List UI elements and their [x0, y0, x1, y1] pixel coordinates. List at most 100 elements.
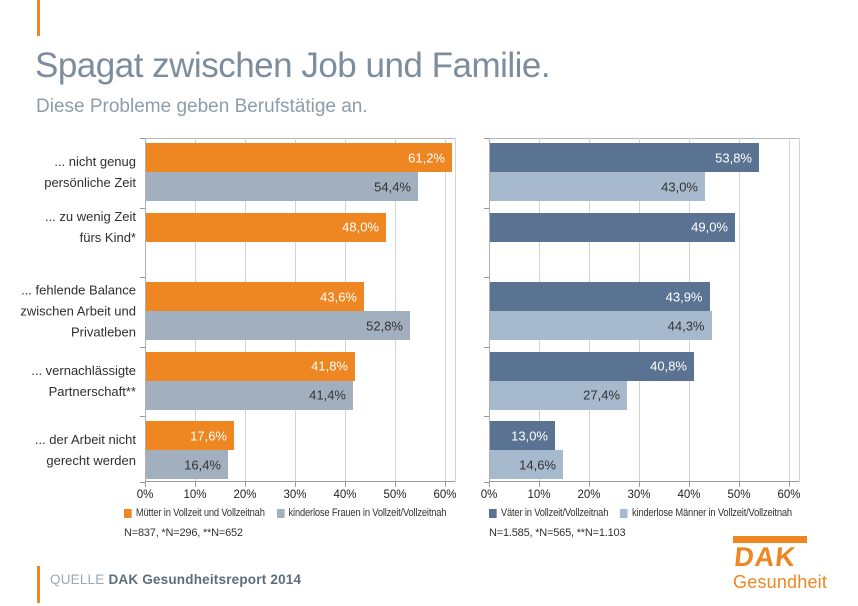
source-text: DAK Gesundheitsreport 2014 — [108, 572, 302, 587]
gridline — [445, 138, 446, 482]
x-axis-tick-label: 10% — [527, 489, 551, 501]
x-axis-tick-mark — [145, 482, 146, 487]
y-axis-tick-mark — [484, 482, 489, 483]
dak-logo-subtext: Gesundheit — [733, 572, 828, 592]
sample-size-note-left: N=837, *N=296, **N=652 — [124, 527, 243, 539]
y-axis-tick-mark — [484, 346, 489, 348]
legend-left: Mütter in Vollzeit und Vollzeitnah kinde… — [124, 507, 447, 519]
x-axis-tick-mark — [539, 482, 540, 487]
bar-series1-cat2: 44,3% — [490, 311, 712, 340]
y-axis-tick-mark — [484, 416, 489, 417]
legend-item-childless-women: kinderlose Frauen in Vollzeit/Vollzeitna… — [276, 507, 447, 519]
x-axis-tick-mark — [195, 482, 196, 487]
bar-value-label: 41,8% — [311, 358, 348, 374]
page-title: Spagat zwischen Job und Familie. — [35, 46, 551, 85]
x-axis-tick-mark — [639, 482, 640, 487]
plot-right-border — [455, 138, 456, 482]
bar-series1-cat0: 54,4% — [146, 172, 418, 201]
x-axis-tick-label: 0% — [136, 489, 154, 501]
x-axis-tick-label: 50% — [727, 489, 751, 501]
y-axis-tick-mark — [140, 138, 145, 139]
source-label: QUELLE — [50, 572, 105, 587]
bar-value-label: 43,0% — [661, 179, 698, 194]
plot-top-border — [489, 138, 799, 139]
dak-logo-bar — [733, 536, 807, 543]
x-axis-tick-label: 40% — [677, 489, 701, 501]
y-axis-tick-mark — [484, 277, 489, 278]
bar-value-label: 17,6% — [190, 428, 227, 443]
bar-value-label: 61,2% — [408, 150, 445, 165]
legend-label-fathers: Väter in Vollzeit/Vollzeitnah — [500, 507, 609, 519]
bar-series1-cat4: 14,6% — [490, 450, 563, 479]
x-axis-tick-label: 60% — [433, 489, 457, 501]
accent-line-top — [37, 0, 40, 36]
legend-label-childless-men: kinderlose Männer in Vollzeit/Vollzeitna… — [632, 507, 792, 519]
y-axis-tick-mark — [140, 416, 145, 417]
x-axis-tick-mark — [245, 482, 246, 487]
legend-label-childless-women: kinderlose Frauen in Vollzeit/Vollzeitna… — [288, 507, 447, 519]
plot-right-border — [799, 138, 800, 482]
bar-value-label: 44,3% — [667, 318, 705, 333]
x-axis-tick-mark — [345, 482, 346, 487]
legend-item-mothers: Mütter in Vollzeit und Vollzeitnah — [124, 507, 265, 519]
bar-series0-cat4: 17,6% — [146, 421, 234, 450]
plot-top-border — [145, 138, 455, 139]
bar-series0-cat4: 13,0% — [490, 421, 555, 450]
x-axis-tick-mark — [789, 482, 790, 487]
y-axis-tick-mark — [484, 207, 489, 209]
category-label: ... fehlende Balance zwischen Arbeit und P… — [20, 282, 136, 340]
bar-series0-cat2: 43,9% — [490, 282, 710, 311]
y-axis-tick-mark — [484, 138, 489, 139]
bar-value-label: 16,4% — [184, 457, 221, 472]
y-axis-tick-mark — [140, 346, 145, 348]
legend-swatch-childless-men — [620, 508, 628, 518]
x-axis-tick-label: 20% — [233, 489, 257, 501]
x-axis-tick-label: 10% — [183, 489, 207, 501]
bar-value-label: 13,0% — [511, 428, 548, 443]
chart-working-fathers: 0% 10% 20% 30% 40% 50% 60% 53,8% 49,0% 43,9% 40,8%… — [481, 138, 801, 501]
x-axis-tick-label: 40% — [333, 489, 357, 501]
bar-value-label: 43,9% — [665, 289, 703, 304]
x-axis-tick-mark — [295, 482, 296, 487]
x-axis-tick-mark — [689, 482, 690, 487]
y-axis-tick-mark — [140, 277, 145, 278]
y-axis-tick-mark — [140, 207, 145, 209]
x-axis-tick-mark — [445, 482, 446, 487]
x-axis-tick-label: 60% — [777, 489, 801, 501]
bar-series1-cat0: 43,0% — [490, 172, 705, 201]
page-subtitle: Diese Probleme geben Berufstätige an. — [36, 96, 368, 117]
bar-series0-cat1: 49,0% — [490, 212, 735, 242]
bar-value-label: 52,8% — [366, 318, 403, 333]
x-axis-tick-mark — [739, 482, 740, 487]
bar-value-label: 53,8% — [715, 150, 752, 165]
legend-right: Väter in Vollzeit/Vollzeitnah kinderlose… — [489, 507, 792, 519]
x-axis-tick-mark — [589, 482, 590, 487]
bar-series0-cat3: 41,8% — [146, 351, 355, 381]
source-line: QUELLE DAK Gesundheitsreport 2014 — [50, 572, 301, 587]
x-axis-tick-label: 50% — [383, 489, 407, 501]
y-axis-line — [145, 138, 146, 482]
bar-series0-cat0: 53,8% — [490, 143, 759, 172]
bar-series0-cat3: 40,8% — [490, 351, 694, 381]
x-axis-tick-mark — [395, 482, 396, 487]
legend-swatch-mothers — [124, 508, 132, 518]
legend-label-mothers: Mütter in Vollzeit und Vollzeitnah — [135, 507, 265, 519]
bar-series1-cat3: 27,4% — [490, 380, 627, 410]
category-label: ... nicht genug persönliche Zeit — [44, 154, 136, 190]
x-axis-tick-label: 30% — [283, 489, 307, 501]
bar-series0-cat1: 48,0% — [146, 212, 386, 242]
x-axis-line — [489, 481, 799, 482]
category-label: ... zu wenig Zeit fürs Kind* — [44, 209, 136, 245]
bar-value-label: 48,0% — [342, 219, 379, 235]
bar-series0-cat2: 43,6% — [146, 282, 364, 311]
bar-value-label: 14,6% — [519, 457, 556, 472]
bar-value-label: 43,6% — [320, 289, 357, 304]
bar-value-label: 40,8% — [650, 358, 687, 374]
x-axis-tick-label: 0% — [480, 489, 498, 501]
gridline — [739, 138, 740, 482]
bar-series1-cat2: 52,8% — [146, 311, 410, 340]
bar-series1-cat4: 16,4% — [146, 450, 228, 479]
chart-working-mothers: 0% 10% 20% 30% 40% 50% 60% 61,2% 48,0% 43,6% 41,8%… — [137, 138, 457, 501]
category-label: ... der Arbeit nicht gerecht werden — [34, 432, 136, 468]
